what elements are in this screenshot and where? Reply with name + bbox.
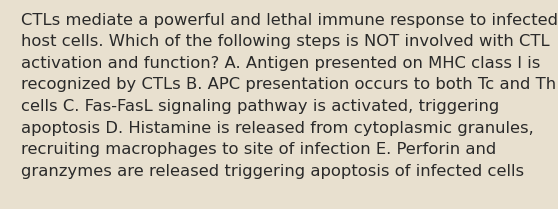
Text: CTLs mediate a powerful and lethal immune response to infected
host cells. Which: CTLs mediate a powerful and lethal immun… [21,13,558,179]
